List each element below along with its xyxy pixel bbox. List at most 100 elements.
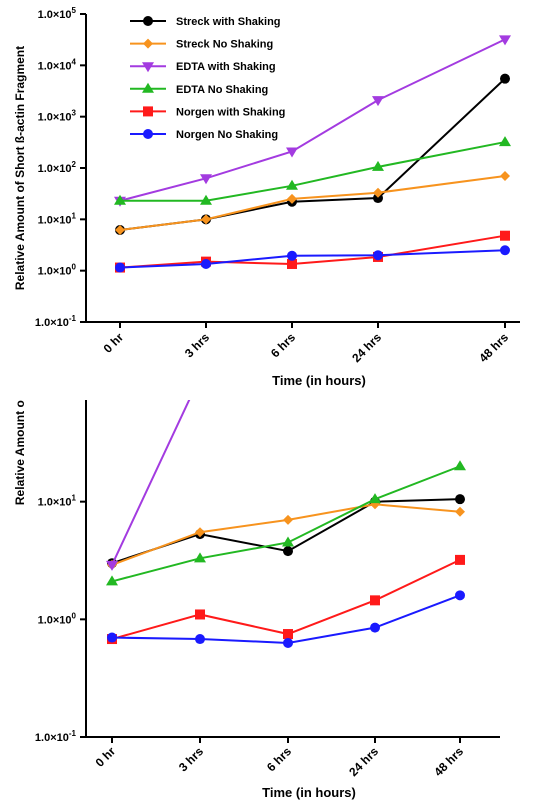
legend-label: Streck No Shaking <box>176 39 273 51</box>
data-point <box>500 245 510 256</box>
y-tick-label: 1.0×100 <box>38 611 77 626</box>
data-point <box>286 179 298 190</box>
x-tick-label: 0 hr <box>101 330 127 356</box>
data-point <box>106 560 118 571</box>
legend-label: EDTA with Shaking <box>176 61 276 73</box>
data-point <box>373 187 383 198</box>
legend-item: Streck with Shaking <box>130 16 281 28</box>
legend-label: Norgen No Shaking <box>176 129 278 141</box>
data-point <box>115 224 125 235</box>
x-tick-label: 24 hrs <box>346 744 381 779</box>
series-line <box>120 141 506 202</box>
x-tick-label: 48 hrs <box>431 744 466 779</box>
x-axis-label: Time (in hours) <box>262 785 356 800</box>
legend-item: EDTA with Shaking <box>130 61 276 73</box>
data-point <box>286 147 298 158</box>
x-tick-label: 24 hrs <box>349 330 384 365</box>
data-point <box>454 460 466 471</box>
x-tick-label: 0 hr <box>93 744 119 770</box>
data-point <box>455 506 465 517</box>
data-point <box>500 170 510 181</box>
legend-marker <box>142 62 154 73</box>
x-tick-label: 6 hrs <box>264 744 294 774</box>
x-tick-label: 3 hrs <box>176 744 206 774</box>
x-tick-label: 48 hrs <box>476 330 511 365</box>
data-point <box>455 590 465 601</box>
legend-label: Norgen with Shaking <box>176 106 285 118</box>
legend-item: Norgen with Shaking <box>130 106 285 118</box>
data-point <box>283 514 293 525</box>
legend-item: Streck No Shaking <box>130 38 273 51</box>
series-norgen-no-shaking <box>115 245 510 273</box>
y-tick-label: 1.0×103 <box>38 109 77 124</box>
legend-marker <box>143 16 153 26</box>
x-tick-label: 3 hrs <box>182 330 212 360</box>
legend-marker <box>143 106 153 117</box>
data-point <box>370 595 380 606</box>
data-point <box>283 637 293 648</box>
data-point <box>282 536 294 547</box>
data-point <box>499 35 511 46</box>
series-line <box>119 174 506 231</box>
y-tick-label: 1.0×102 <box>38 160 77 175</box>
series-line <box>111 465 461 583</box>
legend-marker <box>143 38 153 49</box>
y-tick-label: 1.0×10-1 <box>35 314 77 329</box>
series-line <box>111 558 461 641</box>
series-streck-with-shaking <box>115 73 510 235</box>
legend-marker <box>142 82 154 93</box>
series-streck-no-shaking <box>107 499 465 570</box>
data-point <box>200 174 212 185</box>
series-streck-with-shaking <box>107 494 465 569</box>
series-norgen-no-shaking <box>107 590 465 648</box>
y-tick-label: 1.0×101 <box>38 211 77 226</box>
series-edta-with-shaking <box>106 400 191 571</box>
data-point <box>370 499 380 510</box>
legend-item: EDTA No Shaking <box>130 82 268 96</box>
y-tick-label: 1.0×104 <box>38 57 77 72</box>
y-tick-label: 1.0×105 <box>38 6 77 21</box>
data-point <box>287 250 297 261</box>
long-fragment-chart: 1.0×10-11.0×1001.0×1011.0×1021.0×1031.0×… <box>0 400 544 806</box>
y-tick-label: 1.0×100 <box>38 263 77 278</box>
series-line <box>119 249 506 269</box>
data-point <box>455 494 465 505</box>
data-point <box>500 230 510 241</box>
short-fragment-chart-svg: 1.0×10-1 1.0×100 1.0×101 1.0×102 1.0×103 1.0×… <box>13 6 520 388</box>
x-axis-label: Time (in hours) <box>272 373 366 388</box>
data-point <box>283 629 293 640</box>
y-axis-label: Relative Amount of Short ß-actin Fragmen… <box>13 46 27 290</box>
data-point <box>499 136 511 147</box>
series-edta-no-shaking <box>114 136 511 205</box>
data-point <box>370 622 380 633</box>
data-point <box>500 73 510 84</box>
data-point <box>200 194 212 205</box>
data-point <box>106 575 118 586</box>
data-point <box>115 262 125 273</box>
series-edta-no-shaking <box>106 460 466 586</box>
legend: Streck with Shaking Streck No Shaking EDTA… <box>130 16 285 141</box>
legend-label: EDTA No Shaking <box>176 84 268 96</box>
data-point <box>195 609 205 620</box>
data-point <box>373 250 383 261</box>
y-axis-label: Relative Amount of Long ß-actin Fragment <box>13 400 27 505</box>
series-line <box>111 503 461 566</box>
data-point <box>283 546 293 557</box>
y-tick-label: 1.0×101 <box>38 494 77 509</box>
legend-marker <box>143 129 153 139</box>
series-line <box>111 400 191 566</box>
data-point <box>372 96 384 107</box>
data-point <box>195 634 205 645</box>
data-point <box>194 552 206 563</box>
legend-label: Streck with Shaking <box>176 16 281 28</box>
data-point <box>107 632 117 643</box>
data-point <box>372 160 384 171</box>
data-point <box>455 554 465 565</box>
short-fragment-chart: 1.0×10-1 1.0×100 1.0×101 1.0×102 1.0×103 1.0×… <box>0 0 544 400</box>
x-tick-label: 6 hrs <box>268 330 298 360</box>
series-streck-no-shaking <box>115 170 510 235</box>
data-point <box>287 193 297 204</box>
legend-item: Norgen No Shaking <box>130 129 278 141</box>
long-fragment-chart-svg: 1.0×10-11.0×1001.0×1011.0×1021.0×1031.0×… <box>13 400 500 800</box>
data-point <box>287 258 297 269</box>
